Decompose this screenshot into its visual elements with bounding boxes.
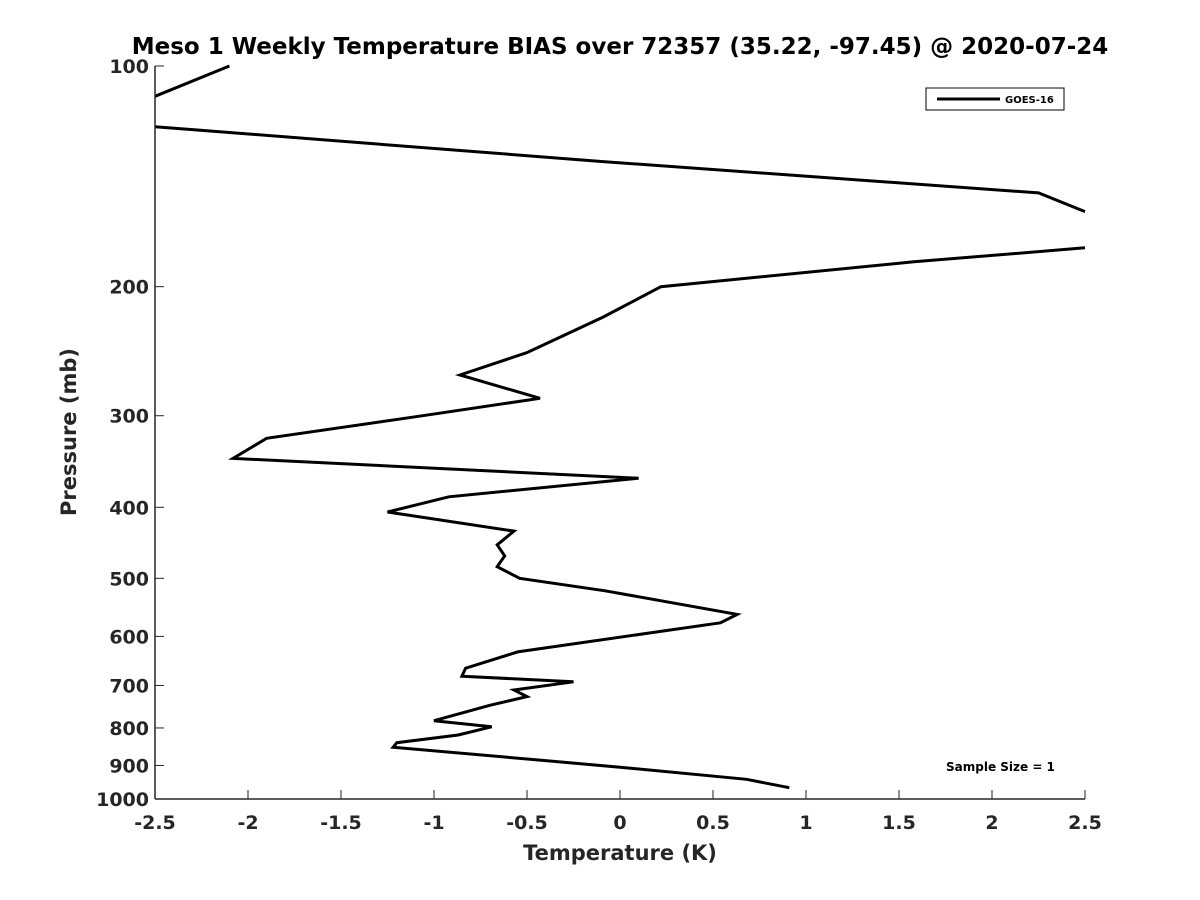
series-line-goes16	[228, 246, 1086, 790]
goes16-profile-series	[154, 64, 1086, 790]
legend: GOES-16	[925, 87, 1065, 111]
y-tick-label: 300	[109, 406, 149, 428]
y-tick-label: 1000	[96, 789, 149, 811]
x-tick-label: 2.5	[1068, 812, 1102, 834]
y-tick-label: 500	[109, 568, 149, 590]
y-tick-label: 600	[109, 626, 149, 648]
plot-area	[155, 66, 1085, 799]
y-tick-label: 100	[109, 56, 149, 78]
x-axis: -2.5 -2 -1.5 -1 -0.5 0 0.5 1 1.5 2 2.5	[134, 790, 1102, 834]
legend-label-goes16: GOES-16	[1005, 95, 1054, 106]
sample-size-annotation: Sample Size = 1	[946, 760, 1055, 774]
x-tick-label: -0.5	[506, 812, 548, 834]
x-tick-label: 0	[613, 812, 626, 834]
x-axis-title: Temperature (K)	[523, 841, 717, 865]
y-axis: 100 200 300 400 500 600 700 800 900 1000	[96, 56, 164, 811]
x-tick-label: -1	[423, 812, 444, 834]
x-tick-label: 1	[799, 812, 812, 834]
y-tick-label: 900	[109, 755, 149, 777]
y-tick-label: 700	[109, 675, 149, 697]
x-tick-label: -2	[237, 812, 258, 834]
x-tick-label: 2	[985, 812, 998, 834]
y-axis-title: Pressure (mb)	[57, 348, 81, 516]
y-tick-label: 400	[109, 497, 149, 519]
x-tick-label: 0.5	[696, 812, 730, 834]
series-line-goes16	[154, 64, 230, 98]
series-line-goes16	[154, 125, 1086, 213]
chart-title: Meso 1 Weekly Temperature BIAS over 7235…	[132, 34, 1109, 60]
x-tick-label: -1.5	[320, 812, 362, 834]
y-tick-label: 200	[109, 277, 149, 299]
y-tick-label: 800	[109, 718, 149, 740]
x-tick-label: -2.5	[134, 812, 176, 834]
x-tick-label: 1.5	[882, 812, 916, 834]
